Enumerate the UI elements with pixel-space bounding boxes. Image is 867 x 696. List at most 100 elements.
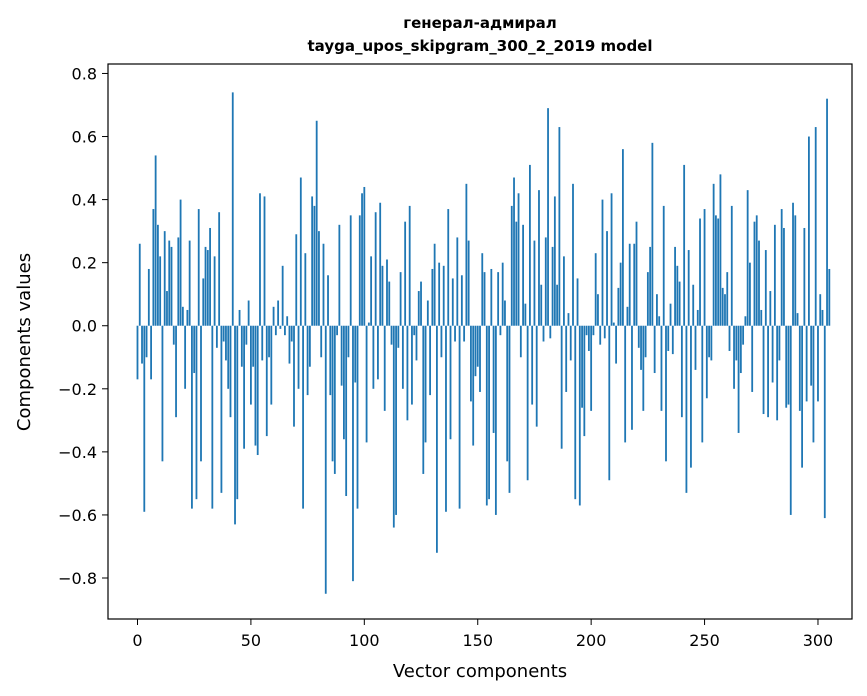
bar (551, 246, 554, 326)
bar (483, 272, 486, 326)
bar (708, 325, 710, 358)
bar (789, 325, 792, 515)
bar (227, 325, 230, 389)
bar (755, 215, 758, 326)
x-axis-label: Vector components (393, 661, 567, 682)
bar (306, 325, 309, 396)
bar (821, 309, 824, 326)
chart-subtitle: tayga_upos_skipgram_300_2_2019 model (308, 37, 653, 55)
bar (374, 212, 377, 326)
bar (322, 243, 325, 326)
x-axis-ticks: 0 50 100 150 200 250 300 (132, 619, 833, 650)
bar (381, 265, 384, 326)
bar (313, 205, 316, 326)
bar (479, 325, 481, 392)
bar (206, 250, 209, 326)
bar (823, 325, 826, 519)
bars-group (136, 92, 831, 594)
bar (705, 325, 708, 399)
bar (238, 309, 241, 326)
bar (696, 309, 699, 326)
bar (776, 325, 779, 421)
bar (646, 272, 649, 326)
bar (315, 120, 318, 326)
bar (497, 272, 500, 326)
bar (340, 325, 343, 386)
bar (563, 256, 565, 326)
bar (746, 190, 749, 326)
bar (460, 275, 463, 326)
bar (352, 325, 354, 582)
bar (778, 325, 781, 361)
bar (324, 325, 327, 594)
bar (767, 325, 769, 418)
bar (399, 272, 402, 326)
bar (440, 325, 443, 358)
bar (792, 202, 794, 326)
bar (513, 177, 515, 326)
bar (599, 325, 602, 345)
bar (365, 325, 368, 443)
bar (150, 325, 152, 380)
bar (785, 325, 788, 408)
bar (594, 253, 597, 326)
bar (499, 325, 502, 336)
bar (640, 325, 642, 370)
bar (608, 325, 611, 481)
y-axis-ticks: −0.8 −0.6 −0.4 −0.2 0.0 0.2 0.4 0.6 0.8 (58, 64, 108, 588)
bar (261, 325, 264, 361)
bar (356, 325, 359, 509)
y-tick-label: −0.8 (58, 569, 97, 588)
bar (547, 108, 549, 326)
bar (699, 218, 701, 326)
bar (597, 294, 599, 326)
bar (817, 325, 819, 402)
bar (587, 325, 590, 351)
bar (717, 218, 720, 326)
bar (433, 243, 436, 326)
bar (193, 325, 196, 374)
bar (265, 325, 268, 437)
bar (481, 253, 484, 326)
y-tick-label: 0.4 (72, 191, 97, 210)
bar (445, 325, 447, 512)
bar (270, 325, 273, 405)
bar (567, 313, 570, 326)
bar (354, 325, 357, 383)
bar (694, 325, 697, 370)
bar (769, 291, 772, 326)
bar (284, 325, 286, 336)
bar (553, 196, 556, 326)
bar (401, 325, 404, 389)
bar (669, 303, 672, 326)
bar (386, 259, 388, 326)
bar (161, 325, 164, 462)
bar (492, 325, 495, 433)
bar (488, 325, 490, 500)
bar (259, 193, 261, 326)
y-tick-label: 0.2 (72, 254, 97, 273)
bar (494, 325, 497, 515)
bar (143, 325, 146, 512)
bar (760, 309, 763, 326)
bar (531, 325, 534, 405)
bar (390, 325, 393, 345)
bar (243, 325, 245, 449)
bar (819, 294, 822, 326)
bar (250, 325, 252, 405)
bar (538, 190, 540, 326)
bar (737, 325, 740, 433)
bar (170, 246, 173, 326)
bar (424, 325, 427, 443)
bar (476, 325, 479, 367)
bar (456, 237, 459, 326)
bar (327, 275, 329, 326)
bar (406, 325, 409, 421)
bar (780, 209, 783, 326)
bar (188, 240, 191, 326)
bar (728, 325, 731, 351)
bar (529, 164, 531, 326)
bar (333, 325, 336, 474)
bar (628, 243, 631, 326)
bar (141, 325, 143, 364)
